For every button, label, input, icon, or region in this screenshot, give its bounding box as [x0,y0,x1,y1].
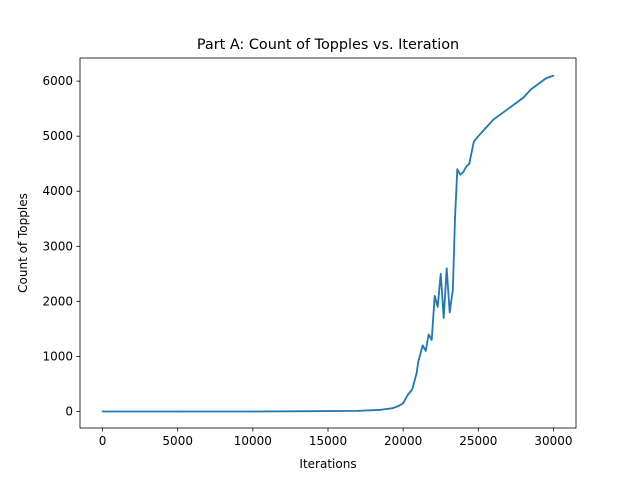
x-axis: 0 5000 10000 15000 20000 25000 30000 [99,428,573,448]
y-axis-title: Count of Topples [16,193,30,293]
data-point [417,361,419,363]
x-tick-label: 5000 [162,434,193,448]
data-point [522,96,525,99]
data-point [492,118,495,121]
chart-title: Part A: Count of Topples vs. Iteration [197,37,459,53]
data-point [442,317,445,319]
data-point [439,273,442,275]
data-point [552,74,555,77]
data-point [411,388,413,391]
data-point [456,168,459,171]
y-axis: 0 1000 2000 3000 4000 5000 6000 [42,74,80,418]
data-point [530,88,532,91]
data-point [406,394,409,396]
data-point [451,289,454,292]
data-point [176,410,179,413]
x-tick-label: 0 [99,434,107,448]
data-point [252,410,254,413]
data-point [312,410,314,413]
data-point [472,140,475,143]
data-point [436,306,439,308]
data-point [391,407,394,409]
x-tick-label: 15000 [309,434,347,448]
data-point [430,339,433,341]
data-point [545,77,547,80]
data-point [402,402,404,405]
data-point [459,173,462,176]
data-point [537,83,540,85]
data-point [379,409,382,411]
data-point [357,410,359,412]
data-point [465,165,468,168]
x-tick-label: 10000 [234,434,272,448]
series-polyline [102,74,554,413]
data-point [477,135,480,137]
y-tick-label: 5000 [42,129,73,143]
data-point [462,171,465,173]
data-point [468,162,471,165]
y-tick-label: 3000 [42,239,73,253]
data-point [515,102,517,104]
x-tick-label: 25000 [459,434,497,448]
y-tick-label: 0 [65,404,73,418]
y-tick-label: 6000 [42,74,73,88]
data-point [500,113,502,115]
y-tick-label: 2000 [42,294,73,308]
data-point [424,350,427,352]
data-point [101,410,104,413]
series-line [101,74,555,413]
y-tick-label: 4000 [42,184,73,198]
x-tick-label: 20000 [384,434,422,448]
data-point [507,107,510,110]
x-axis-title: Iterations [299,457,356,471]
data-point [427,333,430,336]
y-tick-label: 1000 [42,349,73,363]
data-point [433,295,436,297]
data-point [445,267,448,270]
x-tick-label: 30000 [534,434,572,448]
data-point [454,217,456,220]
data-point [415,372,418,374]
data-point [448,311,451,314]
data-point [485,127,487,129]
data-point [397,405,400,407]
data-point [421,344,424,347]
